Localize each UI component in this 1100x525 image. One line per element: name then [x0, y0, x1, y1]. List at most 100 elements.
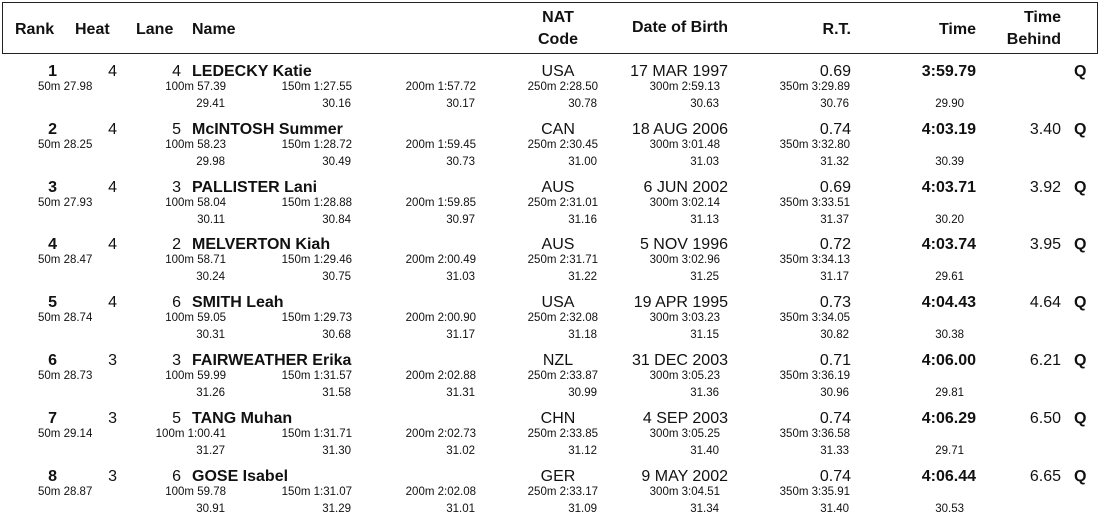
lap-150: 30.84 [322, 213, 351, 226]
time-behind: 6.50 [1029, 409, 1061, 427]
lap-400: 30.38 [935, 329, 964, 342]
lap-250: 31.18 [568, 329, 597, 342]
split-350: 350m 3:35.91 [779, 485, 850, 498]
lap-200: 31.03 [446, 271, 475, 284]
rank: 4 [48, 236, 57, 254]
date-of-birth: 9 MAY 2002 [641, 467, 728, 485]
split-300: 300m 3:01.48 [649, 138, 720, 151]
qualified-mark: Q [1074, 120, 1087, 138]
split-300: 300m 3:05.23 [649, 370, 720, 382]
split-200: 200m 1:57.72 [405, 81, 476, 93]
header-rank: Rank [15, 21, 55, 38]
athlete-name: LEDECKY Katie [192, 63, 312, 80]
split-350: 350m 3:29.89 [779, 81, 850, 93]
lap-350: 31.37 [820, 213, 849, 226]
lane: 6 [172, 467, 181, 485]
date-of-birth: 6 JUN 2002 [643, 178, 729, 196]
date-of-birth: 4 SEP 2003 [642, 409, 728, 427]
split-100: 100m 58.71 [165, 254, 226, 267]
lap-200: 30.97 [446, 213, 475, 226]
lap-200: 30.17 [446, 98, 475, 110]
split-250: 250m 2:31.71 [527, 254, 598, 267]
lap-100: 31.27 [196, 444, 225, 457]
split-200: 200m 2:02.08 [405, 485, 476, 498]
result-entry: 2 4 5 McINTOSH Summer CAN 18 AUG 2006 0.… [0, 120, 1100, 178]
split-350: 350m 3:33.51 [779, 196, 850, 209]
split-50: 50m 28.47 [38, 254, 93, 267]
split-50: 50m 27.93 [38, 196, 93, 209]
lap-100: 30.91 [196, 502, 225, 515]
reaction-time: 0.72 [819, 236, 851, 254]
final-time: 3:59.79 [921, 63, 976, 80]
rank: 6 [48, 352, 57, 369]
athlete-name: SMITH Leah [192, 294, 284, 312]
split-200: 200m 2:02.73 [405, 427, 476, 440]
rank: 5 [48, 294, 57, 312]
lap-250: 31.12 [568, 444, 597, 457]
final-time: 4:03.19 [921, 120, 976, 138]
time-behind: 3.40 [1029, 120, 1061, 138]
lap-250: 31.22 [568, 271, 597, 284]
time-behind: 6.65 [1029, 467, 1061, 485]
reaction-time: 0.73 [819, 294, 851, 312]
lane: 5 [172, 409, 181, 427]
nat-code: GER [540, 467, 576, 485]
split-200: 200m 2:02.88 [405, 370, 476, 382]
lap-150: 30.49 [322, 155, 351, 168]
rank: 1 [48, 63, 57, 80]
lap-150: 31.30 [322, 444, 351, 457]
qualified-mark: Q [1074, 352, 1087, 369]
split-100: 100m 59.99 [165, 370, 226, 382]
lap-150: 30.16 [322, 98, 351, 110]
split-350: 350m 3:36.58 [779, 427, 850, 440]
rank: 3 [48, 178, 57, 196]
heat: 4 [108, 178, 117, 196]
lap-250: 31.00 [568, 155, 597, 168]
heat: 4 [108, 63, 117, 80]
result-entry: 3 4 3 PALLISTER Lani AUS 6 JUN 2002 0.69… [0, 178, 1100, 236]
lap-100: 29.98 [196, 155, 225, 168]
split-350: 350m 3:34.05 [779, 312, 850, 325]
split-50: 50m 29.14 [38, 427, 93, 440]
header-time: Time [938, 21, 976, 38]
lap-300: 31.36 [690, 387, 719, 399]
reaction-time: 0.74 [819, 409, 851, 427]
split-300: 300m 2:59.13 [649, 81, 720, 93]
split-300: 300m 3:03.23 [649, 312, 720, 325]
athlete-name: FAIRWEATHER Erika [192, 352, 352, 369]
athlete-name: TANG Muhan [192, 409, 293, 427]
split-200: 200m 1:59.85 [405, 196, 476, 209]
split-250: 250m 2:33.87 [527, 370, 598, 382]
qualified-mark: Q [1074, 467, 1087, 485]
result-entry: 4 4 2 MELVERTON Kiah AUS 5 NOV 1996 0.72… [0, 235, 1100, 293]
lane: 5 [172, 120, 181, 138]
lap-100: 30.11 [197, 213, 225, 226]
nat-code: AUS [541, 236, 575, 254]
athlete-name: McINTOSH Summer [192, 120, 343, 138]
time-behind: 6.21 [1029, 352, 1061, 369]
lap-100: 30.24 [196, 271, 225, 284]
heat: 3 [108, 352, 117, 369]
split-100: 100m 58.23 [165, 138, 226, 151]
final-time: 4:06.29 [921, 409, 976, 427]
split-150: 150m 1:31.71 [281, 427, 352, 440]
header-time-behind-2: Behind [1006, 31, 1061, 48]
lane: 6 [172, 294, 181, 312]
lap-300: 31.40 [690, 444, 719, 457]
split-350: 350m 3:34.13 [779, 254, 850, 267]
lap-200: 31.31 [446, 387, 475, 399]
final-time: 4:03.74 [921, 236, 976, 254]
athlete-name: GOSE Isabel [192, 467, 289, 485]
split-300: 300m 3:02.14 [649, 196, 720, 209]
split-200: 200m 2:00.90 [405, 312, 476, 325]
nat-code: CAN [541, 120, 575, 138]
final-time: 4:06.44 [921, 467, 976, 485]
heat: 4 [108, 236, 117, 254]
rank: 7 [48, 409, 57, 427]
lap-300: 31.03 [690, 155, 719, 168]
lap-400: 29.61 [935, 271, 964, 284]
split-100: 100m 58.04 [165, 196, 226, 209]
split-250: 250m 2:30.45 [527, 138, 598, 151]
split-350: 350m 3:36.19 [779, 370, 850, 382]
lane: 2 [172, 236, 181, 254]
